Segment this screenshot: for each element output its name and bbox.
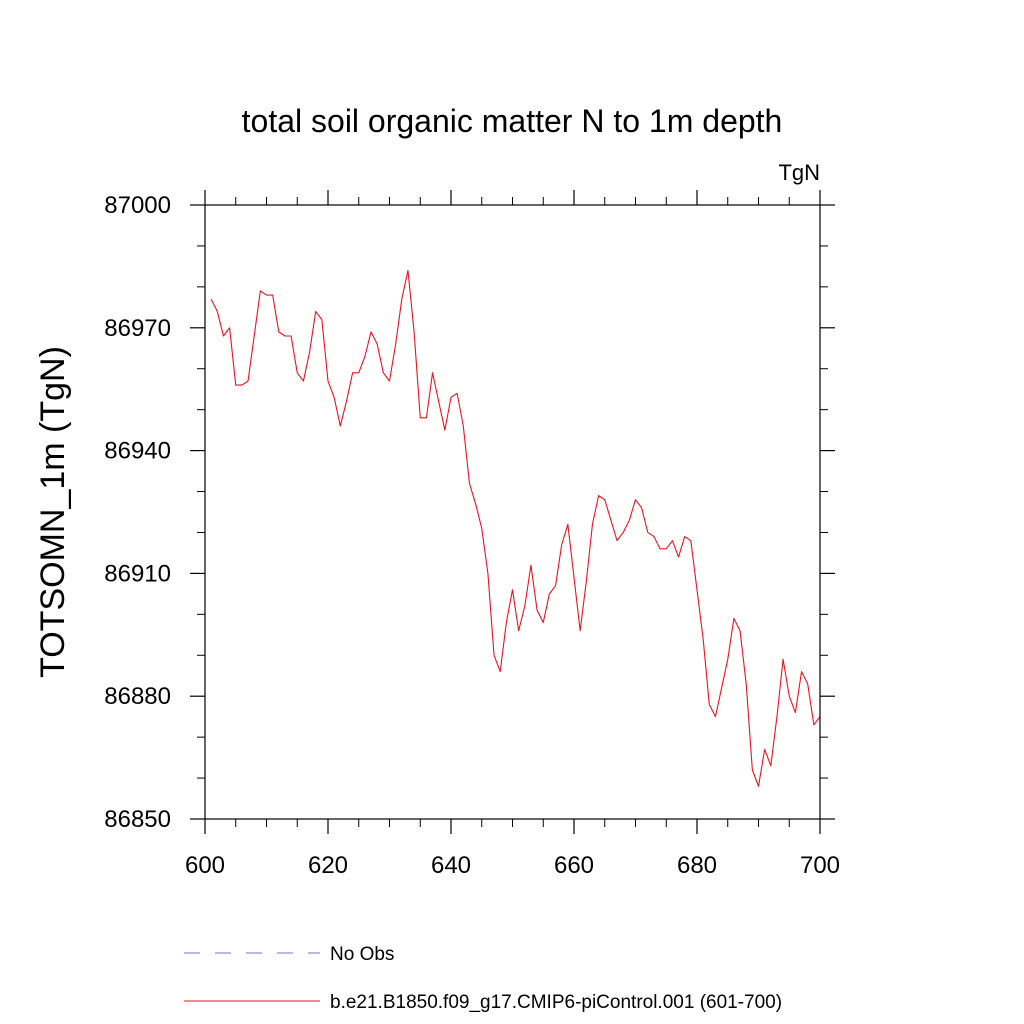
x-tick-label: 680 <box>677 852 717 879</box>
y-axis-label: TOTSOMN_1m (TgN) <box>34 346 72 678</box>
axis-ticks <box>190 190 835 834</box>
legend-label-no-obs: No Obs <box>330 944 394 965</box>
y-tick-label: 86880 <box>104 683 171 710</box>
series-line-1 <box>210 269 821 787</box>
x-tick-label: 660 <box>554 852 594 879</box>
x-tick-label: 640 <box>431 852 471 879</box>
y-tick-label: 86940 <box>104 438 171 465</box>
y-tick-label: 86850 <box>104 806 171 833</box>
plot-frame <box>204 204 821 820</box>
y-tick-label: 87000 <box>104 192 171 219</box>
legend-label-picontrol: b.e21.B1850.f09_g17.CMIP6-piControl.001 … <box>330 992 782 1013</box>
units-label: TgN <box>778 160 820 185</box>
x-tick-label: 600 <box>185 852 225 879</box>
y-tick-label: 86910 <box>104 560 171 587</box>
y-tick-labels: 86850 86880 86910 86940 86970 87000 <box>104 192 171 833</box>
chart-title: total soil organic matter N to 1m depth <box>242 103 783 139</box>
legend: No Obs b.e21.B1850.f09_g17.CMIP6-piContr… <box>184 944 782 1013</box>
x-tick-labels: 600 620 640 660 680 700 <box>185 852 840 879</box>
x-tick-label: 700 <box>800 852 840 879</box>
x-tick-label: 620 <box>308 852 348 879</box>
plot-area <box>210 269 821 787</box>
y-tick-label: 86970 <box>104 315 171 342</box>
